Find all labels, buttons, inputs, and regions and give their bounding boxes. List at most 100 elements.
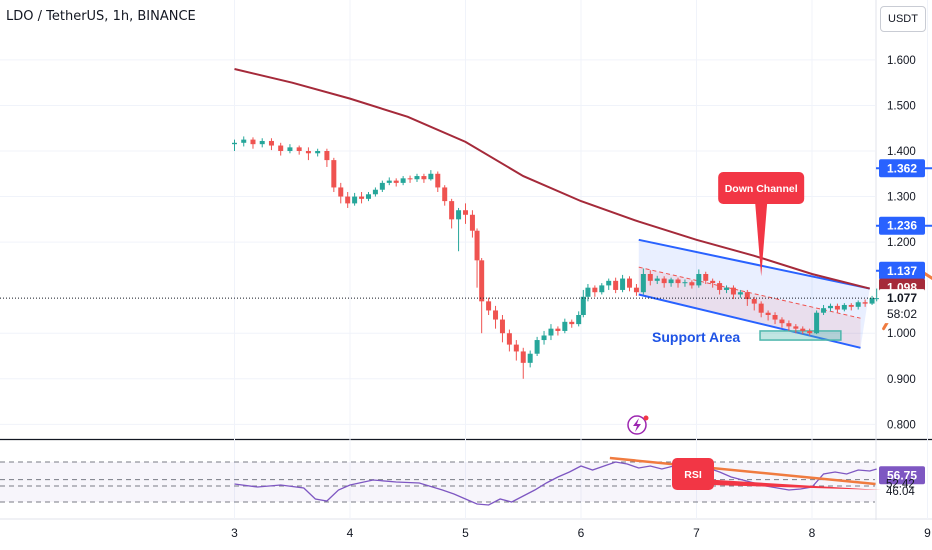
candle-body xyxy=(393,180,399,183)
candle-body xyxy=(661,278,667,284)
y-tick-label: 1.500 xyxy=(887,100,916,112)
target-price-label: 1.236 xyxy=(887,219,917,233)
candle-body xyxy=(606,280,612,286)
y-tick-label: 0.800 xyxy=(887,419,916,431)
ema-line xyxy=(234,68,870,290)
y-tick-label: 1.200 xyxy=(887,237,916,249)
candle-body xyxy=(633,287,639,293)
candle-body xyxy=(772,315,778,320)
candle-body xyxy=(506,333,512,345)
target-price-label-bg xyxy=(879,159,925,178)
last-price-bg xyxy=(879,289,925,324)
y-tick-label: 1.600 xyxy=(887,55,916,67)
flash-icon-bolt xyxy=(633,418,641,432)
candle-body xyxy=(737,292,743,295)
candle-body xyxy=(400,178,406,183)
down-channel-callout-label: Down Channel xyxy=(725,183,798,195)
x-tick-label: 6 xyxy=(578,526,585,540)
candle-body xyxy=(654,278,660,281)
x-tick-label: 3 xyxy=(231,526,238,540)
support-area-label: Support Area xyxy=(652,329,740,345)
candle-body xyxy=(305,151,311,154)
candle-body xyxy=(338,187,344,197)
target-price-label: 1.137 xyxy=(887,264,917,278)
candle-body xyxy=(456,210,462,220)
candle-body xyxy=(821,308,827,313)
currency-button[interactable]: USDT xyxy=(880,6,926,32)
candle-body xyxy=(241,139,247,143)
y-tick-label: 1.300 xyxy=(887,192,916,204)
candle-body xyxy=(562,321,568,331)
down-channel-lower-band xyxy=(638,267,861,348)
candle-body xyxy=(599,285,605,293)
candle-body xyxy=(585,287,591,297)
candle-body xyxy=(647,274,653,281)
candle-body xyxy=(717,283,723,290)
rsi-trendline xyxy=(609,456,876,486)
candle-body xyxy=(250,139,256,145)
rsi-current-label: 56.75 xyxy=(887,468,917,482)
candle-body xyxy=(620,278,626,290)
candle-body xyxy=(874,298,880,300)
candle-body xyxy=(834,305,840,310)
candle-body xyxy=(668,279,674,284)
candle-body xyxy=(640,274,646,293)
last-price-label: 1.077 xyxy=(887,291,917,305)
candle-body xyxy=(848,304,854,307)
candle-body xyxy=(580,296,586,315)
y-tick-label: 1.400 xyxy=(887,146,916,158)
candle-body xyxy=(682,282,688,284)
candle-body xyxy=(751,299,757,304)
down-channel-callout xyxy=(718,172,805,204)
support-area-box xyxy=(759,330,842,341)
candle-body xyxy=(259,140,265,145)
candle-body xyxy=(407,178,413,180)
candle-body xyxy=(428,173,434,180)
candle-body xyxy=(499,319,505,334)
candle-body xyxy=(379,182,385,190)
candle-body xyxy=(569,321,575,325)
candle-body xyxy=(469,214,475,231)
candle-body xyxy=(541,335,547,341)
candle-body xyxy=(613,280,619,290)
candle-body xyxy=(703,274,709,281)
candle-body xyxy=(814,312,820,334)
x-tick-label: 7 xyxy=(693,526,700,540)
candle-body xyxy=(414,176,420,180)
candle-body xyxy=(555,328,561,331)
y-tick-label: 0.900 xyxy=(887,374,916,386)
candle-body xyxy=(576,315,582,325)
candle-body xyxy=(862,302,868,304)
candle-body xyxy=(232,142,237,145)
chart-title: LDO / TetherUS, 1h, BINANCE xyxy=(6,9,196,24)
candle-body xyxy=(793,326,799,329)
countdown-label: 58:02 xyxy=(887,307,917,321)
down-channel-fill xyxy=(638,239,870,348)
target-price-label-bg xyxy=(879,216,925,235)
channel-lower-line xyxy=(638,293,861,349)
target-price-label: 1.362 xyxy=(887,161,917,175)
candle-body xyxy=(730,287,736,295)
candle-body xyxy=(548,328,554,336)
rsi-level-label: 46.04 xyxy=(886,486,915,498)
x-tick-label: 9 xyxy=(924,526,931,540)
candle-body xyxy=(807,330,813,334)
candle-body xyxy=(724,287,730,290)
candle-body xyxy=(779,319,785,324)
candle-body xyxy=(800,328,806,331)
candle-body xyxy=(386,180,392,183)
rsi-level-label: 52.42 xyxy=(886,479,915,491)
candle-body xyxy=(287,147,293,151)
candle-body xyxy=(493,310,499,320)
candle-body xyxy=(352,196,358,204)
x-tick-label: 5 xyxy=(462,526,469,540)
candle-body xyxy=(675,279,681,284)
candle-body xyxy=(463,210,468,215)
candle-body xyxy=(855,302,861,307)
candle-body xyxy=(365,194,371,199)
candle-body xyxy=(786,323,792,327)
candle-body xyxy=(627,278,633,288)
target-price-label-bg xyxy=(879,261,925,280)
